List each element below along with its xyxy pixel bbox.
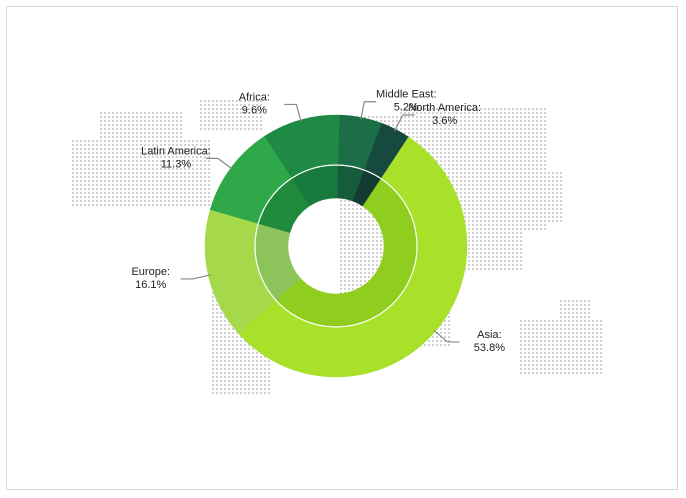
leader-line-asia	[433, 329, 460, 343]
slice-label-africa: Africa:	[239, 91, 270, 103]
leader-line-middle-east	[360, 101, 377, 120]
slice-label-europe: Europe:	[131, 266, 170, 278]
leader-line-africa	[284, 103, 302, 122]
slice-labels: Asia:53.8% Europe:16.1% Latin America:11.3…	[131, 89, 505, 354]
slice-value-africa: 9.6%	[242, 104, 267, 116]
slice-label-asia: Asia:	[477, 329, 501, 341]
slice-value-latin-america: 11.3%	[161, 158, 192, 170]
donut-slices	[204, 114, 468, 378]
slice-value-north-america: 3.6%	[432, 115, 457, 127]
slice-label-middle-east: Middle East:	[376, 89, 437, 101]
leader-line-europe	[180, 274, 211, 280]
leader-line-north-america	[394, 114, 415, 132]
slice-label-north-america: North America:	[408, 102, 481, 114]
leader-line-latin-america	[205, 157, 233, 170]
slice-label-latin-america: Latin America:	[141, 145, 211, 157]
slice-value-asia: 53.8%	[474, 342, 505, 354]
slice-value-europe: 16.1%	[135, 279, 166, 291]
slice-value-middle-east: 5.2%	[394, 102, 419, 114]
ring-separator	[254, 164, 418, 328]
